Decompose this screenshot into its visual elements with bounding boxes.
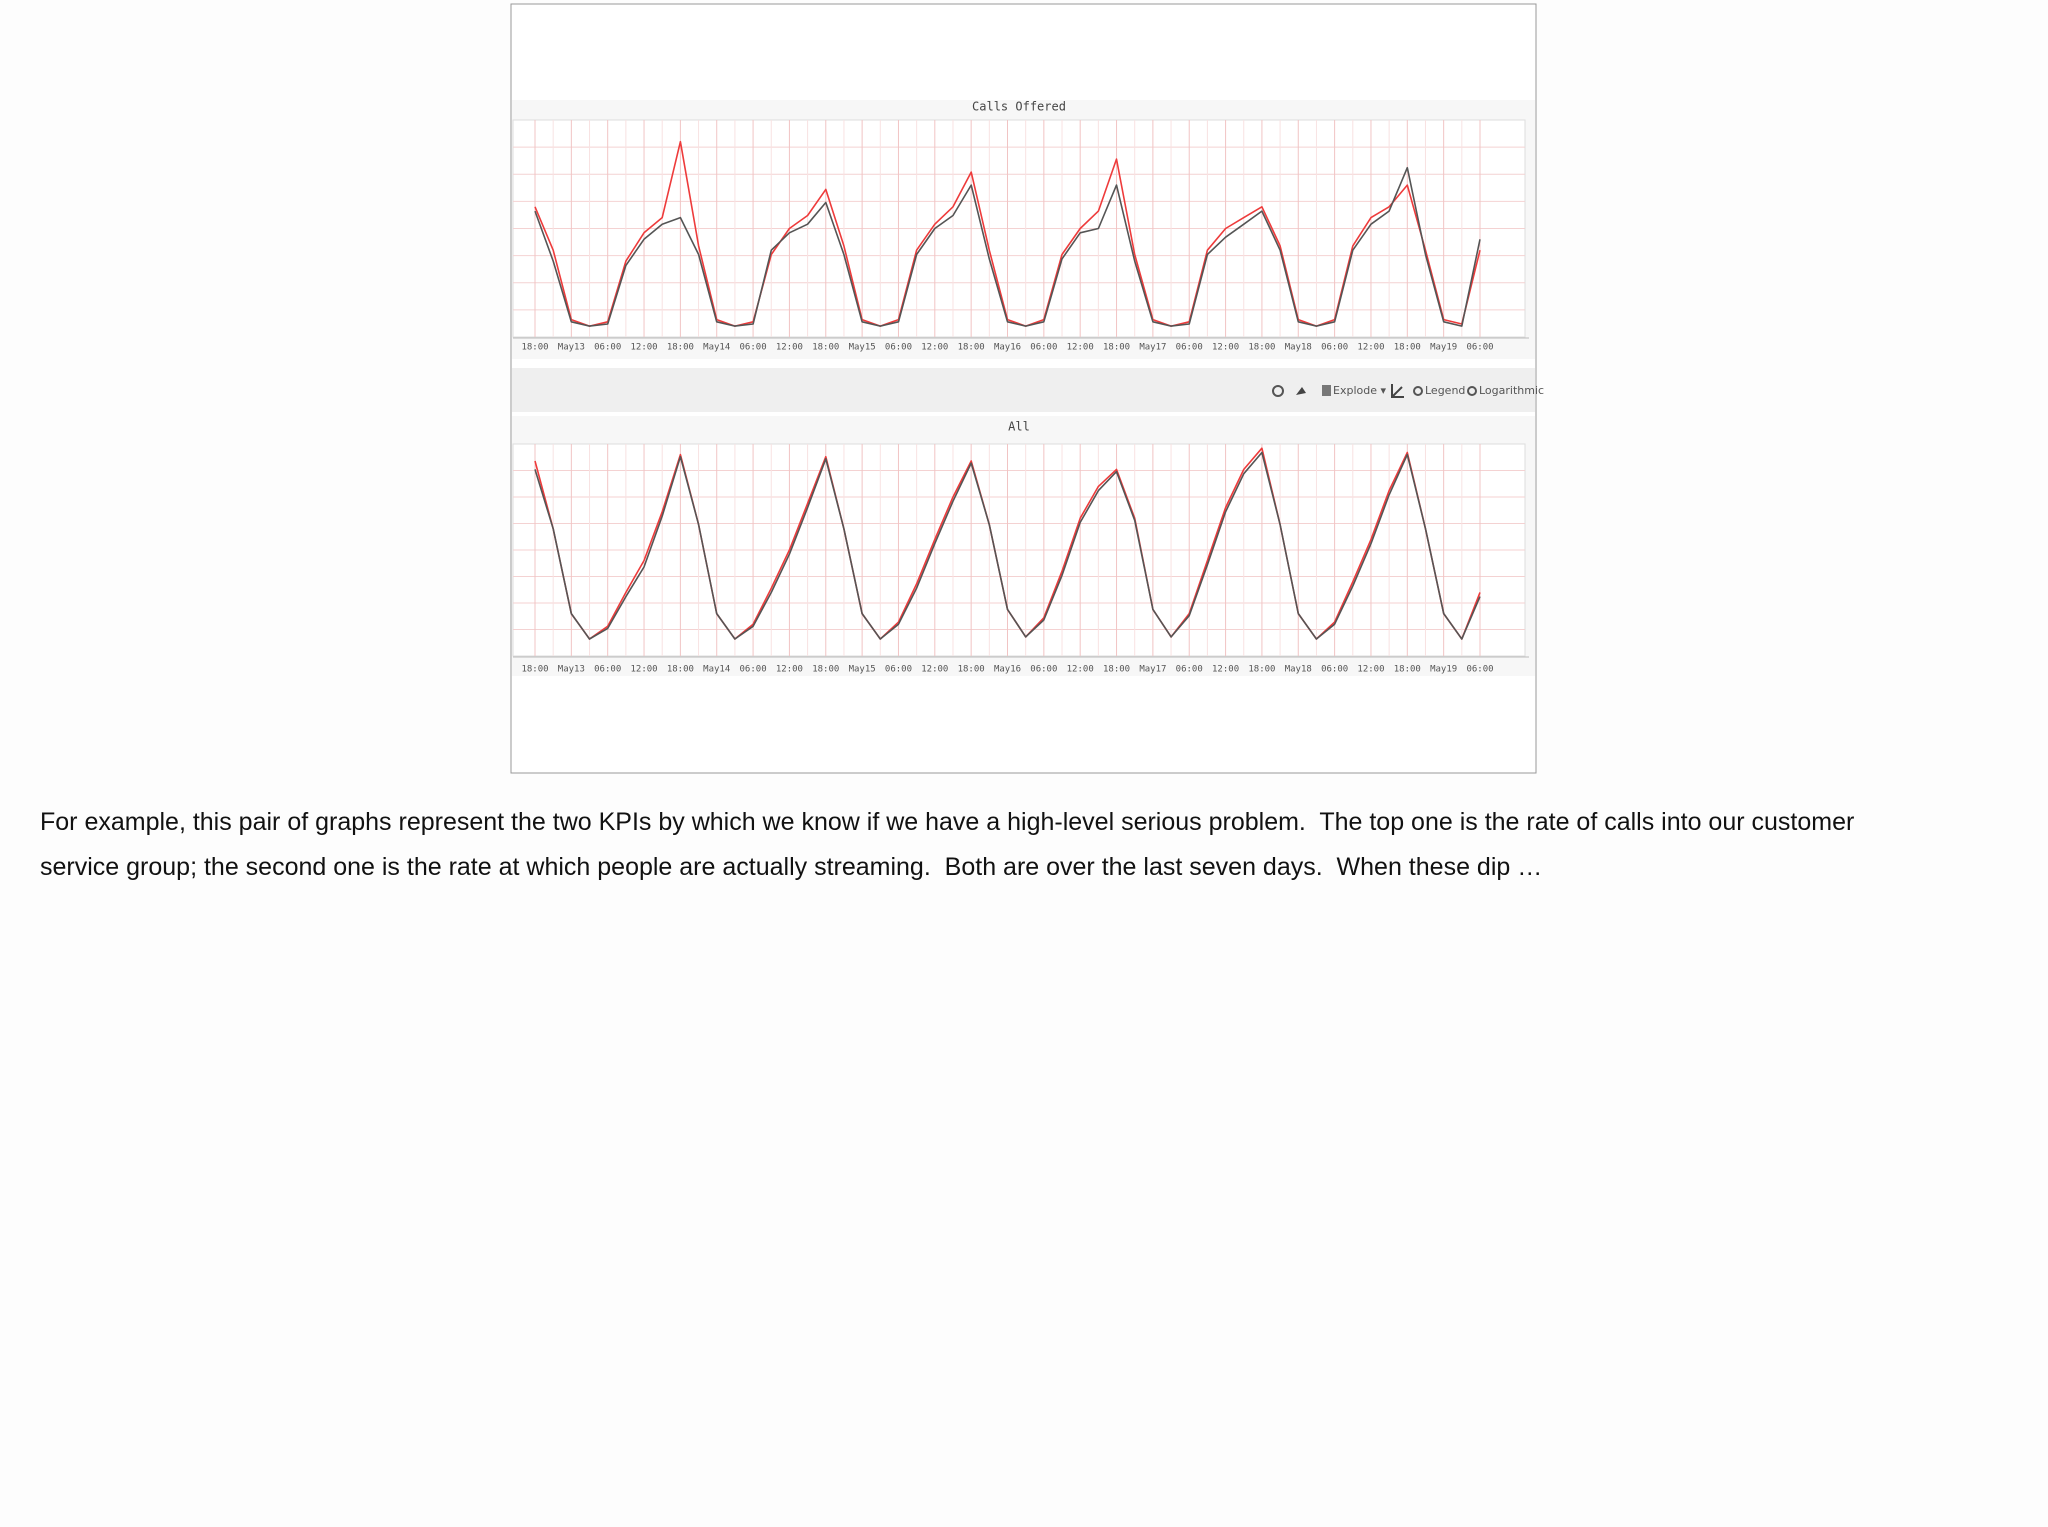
x-tick-label: 18:00 (667, 343, 694, 353)
x-tick-label: 06:00 (1466, 665, 1493, 675)
x-tick-label: 06:00 (594, 665, 621, 675)
x-tick-label: 18:00 (958, 343, 985, 353)
x-tick-label: 18:00 (1394, 343, 1421, 353)
x-tick-label: 12:00 (630, 343, 657, 353)
x-tick-label: 12:00 (776, 343, 803, 353)
legend-toggle[interactable] (1413, 386, 1423, 396)
x-tick-label: 12:00 (921, 665, 948, 675)
explode-button[interactable]: Explode ▾ (1333, 384, 1386, 397)
x-tick-label: 18:00 (812, 343, 839, 353)
x-tick-label: 18:00 (1103, 665, 1130, 675)
x-tick-label: 18:00 (1248, 343, 1275, 353)
x-tick-label: 06:00 (740, 665, 767, 675)
x-tick-label: 18:00 (667, 665, 694, 675)
x-tick-label: May15 (849, 343, 876, 353)
x-tick-label: 06:00 (740, 343, 767, 353)
toolbar (512, 368, 1535, 412)
x-tick-label: 06:00 (594, 343, 621, 353)
x-tick-label: May18 (1285, 343, 1312, 353)
x-tick-label: 12:00 (1067, 665, 1094, 675)
x-tick-label: 12:00 (1357, 665, 1384, 675)
chart-icon[interactable] (1391, 384, 1404, 398)
x-tick-label: 18:00 (1248, 665, 1275, 675)
x-tick-label: 18:00 (1103, 343, 1130, 353)
x-tick-label: 12:00 (1212, 665, 1239, 675)
x-tick-label: 12:00 (921, 343, 948, 353)
x-tick-label: 06:00 (1321, 343, 1348, 353)
x-tick-label: May17 (1139, 665, 1166, 675)
x-tick-label: 06:00 (1176, 665, 1203, 675)
x-tick-label: May13 (558, 665, 585, 675)
legend-button[interactable]: Legend (1425, 384, 1465, 397)
log-button[interactable]: Logarithmic (1479, 384, 1544, 397)
x-tick-label: 06:00 (885, 665, 912, 675)
x-tick-label: 18:00 (1394, 665, 1421, 675)
x-tick-label: May18 (1285, 665, 1312, 675)
x-tick-label: 06:00 (1030, 343, 1057, 353)
x-tick-label: May14 (703, 343, 730, 353)
caption-line: service group; the second one is the rat… (40, 853, 1543, 881)
x-tick-label: May19 (1430, 665, 1457, 675)
x-tick-label: 12:00 (776, 665, 803, 675)
x-tick-label: May16 (994, 665, 1021, 675)
x-tick-label: 12:00 (1212, 343, 1239, 353)
x-tick-label: 12:00 (630, 665, 657, 675)
x-tick-label: 06:00 (1030, 665, 1057, 675)
screenshot: Explode ▾ Legend Logarithmic Calls Offer… (510, 3, 1544, 774)
x-tick-label: 06:00 (1321, 665, 1348, 675)
toolbar-items: Explode ▾ Legend Logarithmic (1272, 384, 1544, 398)
refresh-icon[interactable] (1272, 385, 1284, 397)
x-tick-label: 12:00 (1067, 343, 1094, 353)
x-tick-label: May15 (849, 665, 876, 675)
x-tick-label: May19 (1430, 343, 1457, 353)
x-tick-label: 18:00 (958, 665, 985, 675)
x-tick-label: 18:00 (521, 343, 548, 353)
caption-line: For example, this pair of graphs represe… (40, 808, 1855, 836)
x-tick-label: 12:00 (1357, 343, 1384, 353)
log-toggle[interactable] (1467, 386, 1477, 396)
chart-title: Calls Offered (972, 100, 1066, 114)
series-line (534, 451, 1481, 640)
x-tick-label: 18:00 (521, 665, 548, 675)
x-tick-label: May13 (558, 343, 585, 353)
x-tick-label: May14 (703, 665, 730, 675)
x-tick-label: 06:00 (885, 343, 912, 353)
x-tick-label: 06:00 (1176, 343, 1203, 353)
x-tick-label: 18:00 (812, 665, 839, 675)
x-tick-label: May16 (994, 343, 1021, 353)
chart-title: All (1008, 420, 1030, 434)
x-tick-label: May17 (1139, 343, 1166, 353)
x-tick-label: 06:00 (1466, 343, 1493, 353)
share-icon[interactable] (1296, 387, 1306, 395)
explode-icon (1322, 385, 1331, 396)
series-line (534, 166, 1481, 327)
